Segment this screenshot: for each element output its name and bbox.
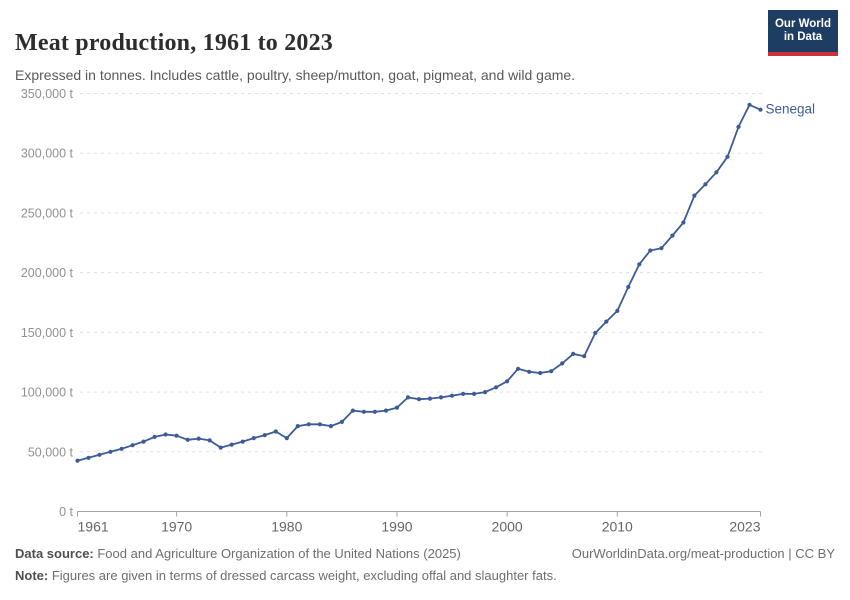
owid-logo[interactable]: Our World in Data [768, 10, 838, 56]
data-point[interactable] [560, 361, 565, 366]
entity-label[interactable]: Senegal [766, 102, 816, 117]
data-point[interactable] [538, 370, 543, 376]
note-line: Note: Figures are given in terms of dres… [15, 568, 557, 583]
data-point[interactable] [703, 182, 708, 187]
data-point[interactable] [207, 438, 212, 443]
data-point[interactable] [372, 409, 377, 414]
x-axis-tick-label: 1990 [381, 519, 412, 535]
data-point[interactable] [593, 330, 598, 336]
data-source-label: Data source: [15, 546, 94, 561]
data-point[interactable] [306, 422, 311, 427]
data-point[interactable] [461, 391, 466, 396]
x-axis-tick-label: 2000 [492, 519, 523, 535]
x-axis-tick-label: 2023 [729, 519, 760, 535]
y-axis-tick-label: 50,000 t [28, 445, 74, 459]
data-point[interactable] [218, 445, 223, 450]
data-point[interactable] [317, 422, 322, 427]
data-point[interactable] [75, 458, 80, 463]
data-point[interactable] [405, 395, 411, 400]
data-point[interactable] [758, 107, 763, 112]
data-point[interactable] [97, 452, 102, 457]
data-point[interactable] [361, 409, 366, 414]
y-axis-tick-label: 0 t [59, 505, 73, 519]
data-point[interactable] [86, 455, 91, 460]
chart-footer: Data source: Food and Agriculture Organi… [15, 543, 835, 587]
data-point[interactable] [163, 432, 168, 437]
data-point[interactable] [549, 369, 554, 374]
data-point[interactable] [262, 433, 267, 438]
data-point[interactable] [582, 354, 587, 359]
data-point[interactable] [328, 424, 333, 429]
data-point[interactable] [736, 124, 741, 129]
y-axis-tick-label: 200,000 t [21, 266, 74, 280]
data-point[interactable] [295, 424, 300, 429]
data-point[interactable] [185, 437, 190, 442]
x-axis-tick-label: 1980 [271, 519, 302, 535]
data-point[interactable] [516, 366, 521, 371]
data-source-line: Data source: Food and Agriculture Organi… [15, 543, 461, 565]
data-point[interactable] [108, 449, 113, 454]
data-point[interactable] [196, 436, 201, 441]
data-point[interactable] [483, 390, 488, 395]
note-label: Note: [15, 568, 49, 583]
data-point[interactable] [472, 391, 477, 396]
owid-logo-line1: Our World [774, 18, 831, 30]
note-text: Figures are given in terms of dressed ca… [48, 568, 557, 583]
data-point[interactable] [394, 405, 400, 410]
owid-logo-line2: in Data [783, 31, 823, 43]
data-point[interactable] [130, 443, 135, 448]
data-point[interactable] [505, 379, 510, 384]
y-axis-tick-label: 100,000 t [21, 386, 74, 400]
data-point[interactable] [438, 395, 444, 400]
y-axis-tick-label: 150,000 t [21, 326, 74, 340]
data-point[interactable] [659, 246, 664, 251]
data-point[interactable] [747, 102, 752, 107]
data-point[interactable] [174, 433, 179, 438]
data-point[interactable] [284, 436, 289, 441]
data-point[interactable] [240, 439, 245, 444]
data-source-text: Food and Agriculture Organization of the… [93, 546, 461, 561]
data-point[interactable] [251, 436, 256, 441]
data-point[interactable] [141, 439, 146, 444]
data-point[interactable] [692, 193, 697, 198]
data-point[interactable] [637, 262, 642, 267]
chart-subtitle: Expressed in tonnes. Includes cattle, po… [15, 67, 576, 83]
data-point[interactable] [119, 446, 124, 451]
y-axis-tick-label: 350,000 t [21, 87, 74, 101]
data-point[interactable] [615, 308, 620, 313]
data-point[interactable] [527, 369, 532, 374]
data-point[interactable] [229, 442, 234, 447]
owid-link[interactable]: OurWorldinData.org/meat-production | CC … [571, 546, 835, 561]
data-point[interactable] [604, 319, 609, 324]
data-point[interactable] [427, 396, 433, 401]
data-point[interactable] [494, 385, 499, 390]
data-point[interactable] [350, 408, 355, 413]
data-point[interactable] [571, 351, 576, 356]
data-point[interactable] [416, 397, 422, 402]
y-axis-tick-label: 250,000 t [21, 206, 74, 220]
data-point[interactable] [339, 419, 344, 424]
x-axis-tick-label: 1961 [78, 519, 109, 535]
data-point[interactable] [648, 248, 653, 253]
data-point[interactable] [714, 170, 719, 175]
x-axis-tick-label: 2010 [602, 519, 633, 535]
data-point[interactable] [449, 393, 455, 398]
data-point[interactable] [626, 284, 631, 290]
x-axis-tick-label: 1970 [161, 519, 192, 535]
page-title: Meat production, 1961 to 2023 [15, 30, 334, 57]
data-line[interactable] [76, 103, 762, 462]
data-point[interactable] [152, 434, 157, 439]
data-point[interactable] [383, 408, 389, 413]
data-point[interactable] [670, 233, 675, 238]
data-point[interactable] [725, 154, 730, 159]
data-point[interactable] [681, 220, 686, 225]
data-point[interactable] [273, 429, 278, 434]
y-axis-tick-label: 300,000 t [21, 147, 74, 161]
